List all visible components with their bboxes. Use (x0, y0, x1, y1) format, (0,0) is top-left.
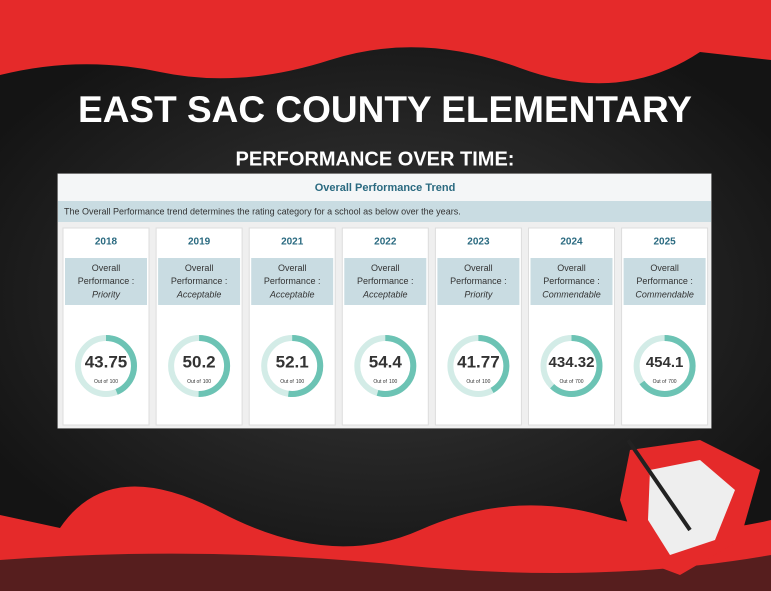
rating: Acceptable (176, 289, 222, 299)
card-year: 2019 (188, 237, 211, 248)
gauge-score: 43.75 (85, 352, 128, 371)
gauge-score: 454.1 (646, 354, 684, 371)
gauge-arc (447, 335, 510, 397)
gauge-out-of: Out of 100 (373, 379, 397, 385)
gauge-arc (168, 335, 231, 397)
rating: Acceptable (269, 289, 315, 299)
out-of-max: 100 (482, 379, 491, 385)
gauge-arc (261, 335, 324, 397)
gauge-out-of: Out of 100 (466, 379, 490, 385)
gauge-out-of: Out of 100 (94, 379, 118, 385)
card-year: 2018 (95, 237, 118, 248)
panel-header (58, 174, 711, 201)
rating-box (437, 258, 520, 305)
logo (620, 438, 760, 575)
out-of-text: Out of (280, 379, 294, 385)
gauge-out-of: Out of 100 (187, 379, 211, 385)
gauge-arc (354, 335, 417, 397)
gauge-out-of: Out of 100 (280, 379, 304, 385)
rating-label-line: Performance : (78, 276, 135, 286)
rating-label-line: Overall (650, 263, 679, 273)
rating-label-line: Performance : (450, 276, 507, 286)
rating-box (65, 258, 147, 305)
card-year: 2022 (374, 237, 397, 248)
rating: Commendable (635, 289, 694, 299)
gauge-score: 434.32 (549, 354, 595, 371)
rating-label: Overall Performance : (357, 263, 414, 286)
out-of-max: 100 (296, 379, 305, 385)
rating-label-line: Overall (185, 263, 214, 273)
out-of-text: Out of (560, 379, 574, 385)
subtitle: PERFORMANCE OVER TIME: (236, 148, 515, 170)
out-of-max: 100 (203, 379, 212, 385)
rating-box (251, 258, 334, 305)
rating-label-line: Overall (371, 263, 400, 273)
gauge-score: 50.2 (183, 352, 216, 371)
card-year: 2021 (281, 237, 304, 248)
rating-box (158, 258, 241, 305)
rating-box (530, 258, 613, 305)
gauge-score: 54.4 (369, 352, 403, 371)
rating-label-line: Overall (464, 263, 493, 273)
rating-label: Overall Performance : (450, 263, 507, 286)
rating: Priority (92, 289, 121, 299)
card-year: 2023 (467, 237, 490, 248)
gauge-out-of: Out of 700 (653, 379, 677, 385)
description-band (58, 201, 711, 222)
gauge-out-of: Out of 700 (560, 379, 584, 385)
rating-label: Overall Performance : (171, 263, 228, 286)
out-of-text: Out of (373, 379, 387, 385)
out-of-text: Out of (466, 379, 480, 385)
rating-label-line: Performance : (264, 276, 321, 286)
rating-label-line: Performance : (636, 276, 693, 286)
out-of-max: 100 (110, 379, 119, 385)
background-bottom (0, 553, 771, 591)
gauge-arc (75, 335, 137, 397)
out-of-max: 700 (668, 379, 677, 385)
rating: Acceptable (362, 289, 408, 299)
panel-title: Overall Performance Trend (315, 182, 456, 194)
out-of-text: Out of (187, 379, 201, 385)
rating-label: Overall Performance : (543, 263, 600, 286)
rating-label-line: Performance : (543, 276, 600, 286)
gauge-score: 52.1 (276, 352, 309, 371)
card-year: 2025 (653, 237, 676, 248)
rating-label: Overall Performance : (636, 263, 693, 286)
rating: Priority (464, 289, 493, 299)
rating: Commendable (542, 289, 601, 299)
rating-box (344, 258, 427, 305)
rating-label-line: Overall (92, 263, 121, 273)
out-of-max: 100 (389, 379, 398, 385)
title: EAST SAC COUNTY ELEMENTARY (78, 89, 692, 130)
rating-label-line: Performance : (171, 276, 228, 286)
rating-label-line: Performance : (357, 276, 414, 286)
description: The Overall Performance trend determines… (64, 206, 461, 216)
out-of-text: Out of (94, 379, 108, 385)
rating-box (623, 258, 706, 305)
card-year: 2024 (560, 237, 583, 248)
out-of-text: Out of (653, 379, 667, 385)
out-of-max: 700 (575, 379, 584, 385)
rating-label-line: Overall (557, 263, 586, 273)
gauge-arc (633, 335, 696, 397)
gauge-score: 41.77 (457, 352, 500, 371)
rating-label: Overall Performance : (264, 263, 321, 286)
rating-label-line: Overall (278, 263, 307, 273)
gauge-arc (540, 335, 603, 397)
rating-label: Overall Performance : (78, 263, 135, 286)
